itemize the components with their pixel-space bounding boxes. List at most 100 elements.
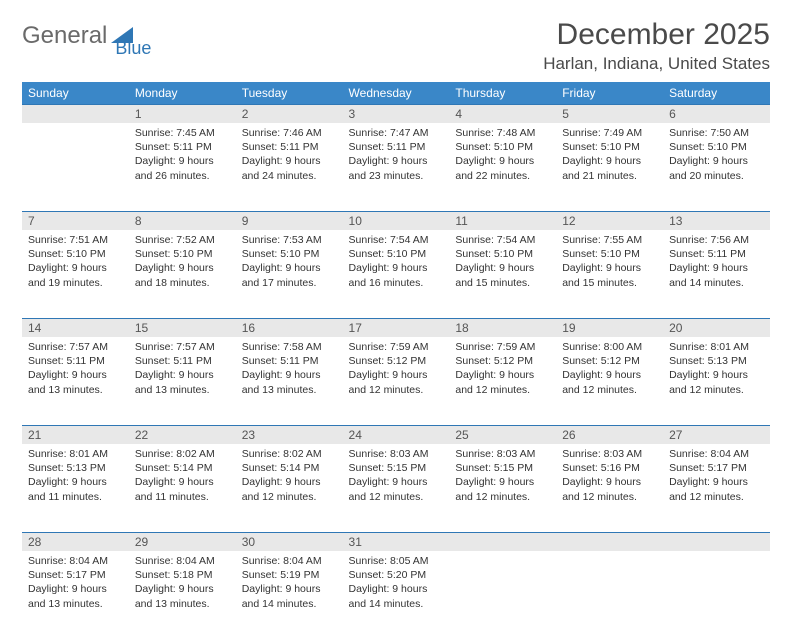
sunrise-text: Sunrise: 7:45 AM [135,126,230,140]
day-number-cell [556,532,663,551]
sunrise-text: Sunrise: 7:53 AM [242,233,337,247]
day-number-cell [449,532,556,551]
day-number: 28 [22,532,129,551]
day-cell-body: Sunrise: 7:54 AMSunset: 5:10 PMDaylight:… [343,230,450,296]
sunset-text: Sunset: 5:13 PM [28,461,123,475]
day-number [22,104,129,123]
day-number: 2 [236,104,343,123]
day-number-cell: 18 [449,318,556,337]
day-number: 16 [236,318,343,337]
sunset-text: Sunset: 5:10 PM [562,140,657,154]
daylight2-text: and 20 minutes. [669,169,764,183]
daylight2-text: and 14 minutes. [349,597,444,611]
sunset-text: Sunset: 5:14 PM [242,461,337,475]
day-cell-body: Sunrise: 8:03 AMSunset: 5:15 PMDaylight:… [449,444,556,510]
day-cell: Sunrise: 8:04 AMSunset: 5:18 PMDaylight:… [129,551,236,639]
daylight2-text: and 12 minutes. [562,383,657,397]
day-cell: Sunrise: 7:45 AMSunset: 5:11 PMDaylight:… [129,123,236,211]
day-cell-body: Sunrise: 8:05 AMSunset: 5:20 PMDaylight:… [343,551,450,617]
logo: General Blue [22,22,171,50]
weekday-header: Monday [129,82,236,104]
day-cell-body: Sunrise: 7:54 AMSunset: 5:10 PMDaylight:… [449,230,556,296]
day-cell: Sunrise: 7:47 AMSunset: 5:11 PMDaylight:… [343,123,450,211]
day-number: 24 [343,425,450,444]
day-cell-body [663,551,770,560]
daylight1-text: Daylight: 9 hours [349,154,444,168]
sunset-text: Sunset: 5:10 PM [562,247,657,261]
day-cell-body: Sunrise: 8:02 AMSunset: 5:14 PMDaylight:… [236,444,343,510]
day-number-cell: 8 [129,211,236,230]
day-number: 17 [343,318,450,337]
daylight2-text: and 12 minutes. [455,383,550,397]
sunset-text: Sunset: 5:10 PM [135,247,230,261]
daylight1-text: Daylight: 9 hours [669,154,764,168]
daylight1-text: Daylight: 9 hours [349,368,444,382]
sunrise-text: Sunrise: 8:04 AM [242,554,337,568]
sunrise-text: Sunrise: 7:48 AM [455,126,550,140]
daylight2-text: and 13 minutes. [242,383,337,397]
daylight1-text: Daylight: 9 hours [242,261,337,275]
sunrise-text: Sunrise: 8:03 AM [455,447,550,461]
daylight1-text: Daylight: 9 hours [242,582,337,596]
day-number: 19 [556,318,663,337]
day-cell [22,123,129,211]
sunrise-text: Sunrise: 8:03 AM [349,447,444,461]
daylight1-text: Daylight: 9 hours [455,368,550,382]
daylight1-text: Daylight: 9 hours [562,475,657,489]
week-row: Sunrise: 7:57 AMSunset: 5:11 PMDaylight:… [22,337,770,425]
day-cell [556,551,663,639]
day-number-cell: 27 [663,425,770,444]
day-number: 21 [22,425,129,444]
day-cell-body: Sunrise: 7:58 AMSunset: 5:11 PMDaylight:… [236,337,343,403]
sunrise-text: Sunrise: 8:04 AM [669,447,764,461]
sunset-text: Sunset: 5:13 PM [669,354,764,368]
daylight1-text: Daylight: 9 hours [562,261,657,275]
day-number-cell [22,104,129,123]
day-number-cell: 19 [556,318,663,337]
day-cell: Sunrise: 7:58 AMSunset: 5:11 PMDaylight:… [236,337,343,425]
day-number: 14 [22,318,129,337]
daylight2-text: and 13 minutes. [28,383,123,397]
daylight2-text: and 11 minutes. [135,490,230,504]
day-number-cell: 9 [236,211,343,230]
day-cell: Sunrise: 7:59 AMSunset: 5:12 PMDaylight:… [449,337,556,425]
daylight1-text: Daylight: 9 hours [455,261,550,275]
weekday-header: Sunday [22,82,129,104]
day-number: 7 [22,211,129,230]
day-cell-body: Sunrise: 7:59 AMSunset: 5:12 PMDaylight:… [449,337,556,403]
day-cell-body: Sunrise: 8:04 AMSunset: 5:17 PMDaylight:… [663,444,770,510]
weekday-header: Thursday [449,82,556,104]
day-cell: Sunrise: 7:53 AMSunset: 5:10 PMDaylight:… [236,230,343,318]
sunrise-text: Sunrise: 7:59 AM [455,340,550,354]
day-number: 3 [343,104,450,123]
daylight1-text: Daylight: 9 hours [242,475,337,489]
daylight1-text: Daylight: 9 hours [349,261,444,275]
day-cell: Sunrise: 7:59 AMSunset: 5:12 PMDaylight:… [343,337,450,425]
sunset-text: Sunset: 5:19 PM [242,568,337,582]
daylight2-text: and 22 minutes. [455,169,550,183]
daylight1-text: Daylight: 9 hours [135,261,230,275]
day-number-cell: 21 [22,425,129,444]
day-cell: Sunrise: 8:03 AMSunset: 5:15 PMDaylight:… [449,444,556,532]
sunrise-text: Sunrise: 7:56 AM [669,233,764,247]
sunrise-text: Sunrise: 8:02 AM [135,447,230,461]
daylight1-text: Daylight: 9 hours [669,368,764,382]
sunrise-text: Sunrise: 8:02 AM [242,447,337,461]
sunset-text: Sunset: 5:15 PM [455,461,550,475]
day-cell: Sunrise: 8:01 AMSunset: 5:13 PMDaylight:… [22,444,129,532]
sunset-text: Sunset: 5:17 PM [669,461,764,475]
day-number-cell: 30 [236,532,343,551]
sunrise-text: Sunrise: 7:54 AM [349,233,444,247]
day-cell: Sunrise: 7:51 AMSunset: 5:10 PMDaylight:… [22,230,129,318]
day-number: 13 [663,211,770,230]
day-cell: Sunrise: 8:04 AMSunset: 5:17 PMDaylight:… [22,551,129,639]
day-number-cell [663,532,770,551]
day-number-cell: 6 [663,104,770,123]
sunset-text: Sunset: 5:14 PM [135,461,230,475]
day-number-cell: 2 [236,104,343,123]
sunrise-text: Sunrise: 7:47 AM [349,126,444,140]
daylight1-text: Daylight: 9 hours [135,582,230,596]
daylight1-text: Daylight: 9 hours [135,368,230,382]
daylight1-text: Daylight: 9 hours [562,154,657,168]
day-number: 30 [236,532,343,551]
